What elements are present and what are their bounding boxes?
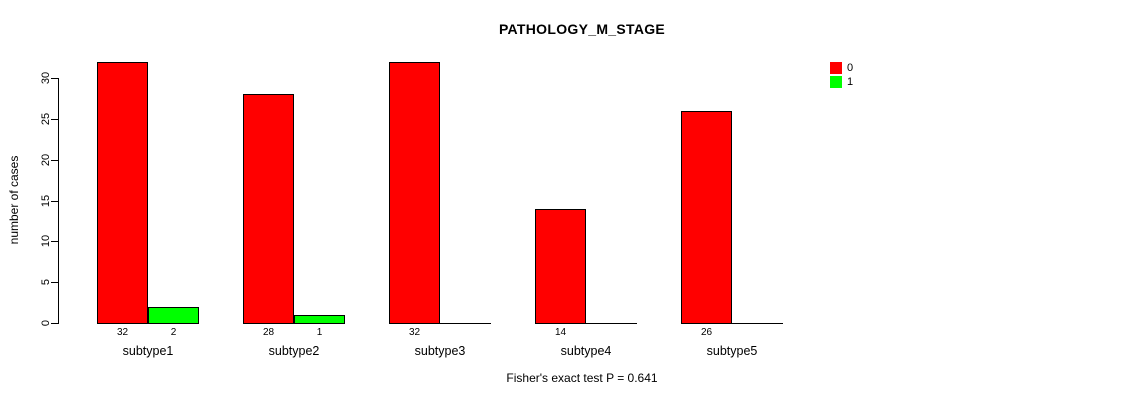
legend: 0 1 bbox=[830, 61, 853, 88]
bar-0-subtype1 bbox=[97, 62, 148, 324]
x-category-label: subtype4 bbox=[560, 344, 612, 358]
legend-label: 1 bbox=[847, 75, 854, 88]
y-axis-tick-label: 30 bbox=[40, 71, 52, 85]
y-axis-tick-label: 20 bbox=[40, 153, 52, 167]
bar-value-label: 14 bbox=[554, 327, 567, 338]
bar-1-subtype4 bbox=[586, 323, 637, 324]
legend-label: 0 bbox=[847, 61, 854, 74]
legend-swatch-red bbox=[830, 61, 842, 74]
y-axis-tick bbox=[51, 241, 58, 242]
y-axis-tick bbox=[51, 160, 58, 161]
bar-value-label: 28 bbox=[262, 327, 275, 338]
bar-value-label: 2 bbox=[170, 327, 177, 338]
bar-1-subtype3 bbox=[440, 323, 491, 324]
y-axis-tick-label: 0 bbox=[40, 319, 52, 327]
y-axis-tick-label: 5 bbox=[40, 278, 52, 286]
bar-value-label: 32 bbox=[408, 327, 421, 338]
y-axis-tick-label: 15 bbox=[40, 194, 52, 208]
bar-0-subtype5 bbox=[681, 111, 732, 324]
y-axis-tick-label: 25 bbox=[40, 112, 52, 126]
y-axis-tick bbox=[51, 282, 58, 283]
y-axis-tick bbox=[51, 323, 58, 324]
bar-value-label: 26 bbox=[700, 327, 713, 338]
bar-1-subtype1 bbox=[148, 307, 199, 324]
fisher-test-annotation: Fisher's exact test P = 0.641 bbox=[506, 371, 658, 385]
bar-value-label: 32 bbox=[116, 327, 129, 338]
y-axis-tick bbox=[51, 119, 58, 120]
bar-1-subtype2 bbox=[294, 315, 345, 324]
x-category-label: subtype1 bbox=[122, 344, 174, 358]
x-category-label: subtype2 bbox=[268, 344, 320, 358]
x-category-label: subtype3 bbox=[414, 344, 466, 358]
x-category-label: subtype5 bbox=[706, 344, 758, 358]
y-axis-line bbox=[58, 78, 59, 324]
bar-0-subtype2 bbox=[243, 94, 294, 324]
y-axis-tick-label: 10 bbox=[40, 234, 52, 248]
bar-0-subtype4 bbox=[535, 209, 586, 324]
legend-swatch-green bbox=[830, 75, 842, 88]
bar-value-label: 1 bbox=[316, 327, 323, 338]
legend-item: 0 bbox=[830, 61, 853, 74]
bar-1-subtype5 bbox=[732, 323, 783, 324]
y-axis-tick bbox=[51, 78, 58, 79]
bar-0-subtype3 bbox=[389, 62, 440, 324]
chart-title: PATHOLOGY_M_STAGE bbox=[498, 21, 666, 37]
y-axis-tick bbox=[51, 201, 58, 202]
legend-item: 1 bbox=[830, 75, 853, 88]
